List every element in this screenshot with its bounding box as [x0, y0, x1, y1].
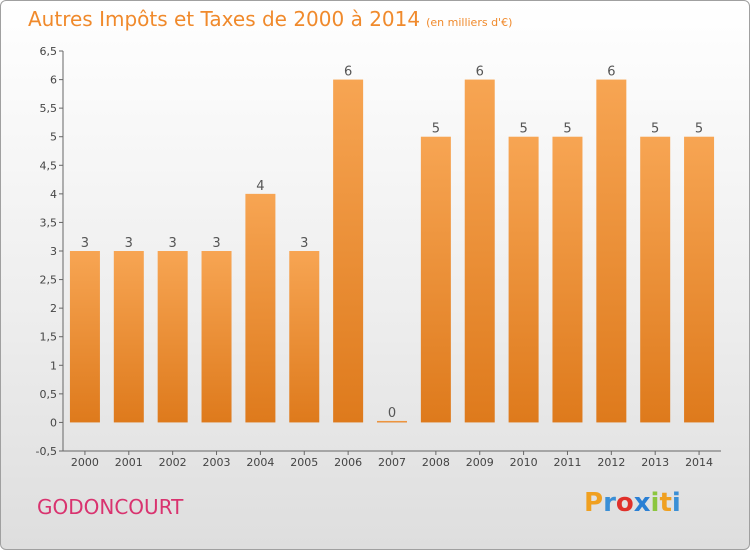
- chart-title-text: Autres Impôts et Taxes de 2000 à 2014: [28, 7, 421, 31]
- x-tick-label: 2006: [334, 456, 362, 469]
- y-tick-label: -0,5: [36, 445, 57, 458]
- x-tick-label: 2014: [685, 456, 713, 469]
- data-label: 6: [607, 65, 615, 80]
- y-tick-label: 1,5: [40, 331, 58, 344]
- bar: [508, 136, 539, 423]
- x-tick-label: 2009: [466, 456, 494, 469]
- bar: [684, 136, 715, 423]
- data-label: 6: [476, 65, 484, 80]
- data-label: 6: [344, 65, 352, 80]
- y-tick-label: 0,5: [40, 388, 58, 401]
- x-tick-label: 2002: [159, 456, 187, 469]
- y-tick-label: 2,5: [40, 274, 58, 287]
- y-tick-label: 5: [50, 131, 57, 144]
- data-label: 4: [256, 179, 264, 194]
- bar: [289, 251, 320, 423]
- bar: [552, 136, 583, 423]
- x-tick-label: 2003: [203, 456, 231, 469]
- y-tick-label: 3: [50, 245, 57, 258]
- logo-letter: o: [615, 488, 634, 518]
- bar: [201, 251, 232, 423]
- y-tick-label: 2: [50, 302, 57, 315]
- data-label: 5: [563, 122, 571, 137]
- data-label: 5: [695, 122, 703, 137]
- data-label: 3: [300, 236, 308, 251]
- y-tick-label: 0: [50, 416, 57, 429]
- bar: [333, 79, 364, 423]
- x-tick-label: 2004: [246, 456, 274, 469]
- x-tick-label: 2007: [378, 456, 406, 469]
- x-tick-label: 2011: [553, 456, 581, 469]
- y-tick-label: 6,5: [40, 45, 58, 58]
- data-label: 5: [432, 122, 440, 137]
- y-tick-label: 4: [50, 188, 57, 201]
- commune-name: GODONCOURT: [37, 495, 184, 519]
- bar: [245, 193, 276, 423]
- logo-letter: P: [584, 488, 604, 518]
- chart-title: Autres Impôts et Taxes de 2000 à 2014 (en…: [28, 7, 512, 31]
- bar: [596, 79, 627, 423]
- proxiti-logo: Proxiti: [584, 488, 681, 518]
- data-label: 5: [519, 122, 527, 137]
- bar: [377, 420, 407, 423]
- x-tick-label: 2005: [290, 456, 318, 469]
- chart-unit: (en milliers d'€): [426, 16, 513, 29]
- y-tick-label: 6: [50, 74, 57, 87]
- bar: [157, 251, 188, 423]
- data-label: 5: [651, 122, 659, 137]
- y-tick-label: 3,5: [40, 216, 58, 229]
- bar: [420, 136, 451, 423]
- data-label: 3: [169, 236, 177, 251]
- logo-letter: x: [633, 488, 651, 518]
- bar: [69, 251, 100, 423]
- logo-letter: i: [650, 488, 660, 518]
- y-tick-label: 1: [50, 359, 57, 372]
- x-tick-label: 2008: [422, 456, 450, 469]
- bar: [113, 251, 144, 423]
- x-tick-label: 2010: [510, 456, 538, 469]
- bar: [464, 79, 495, 423]
- data-label: 3: [212, 236, 220, 251]
- data-label: 3: [125, 236, 133, 251]
- logo-letter: r: [603, 488, 616, 518]
- y-tick-label: 4,5: [40, 159, 58, 172]
- logo-letter: t: [659, 488, 672, 518]
- data-label: 0: [388, 406, 396, 421]
- y-tick-label: 5,5: [40, 102, 58, 115]
- bar: [640, 136, 671, 423]
- x-tick-label: 2001: [115, 456, 143, 469]
- logo-letter: i: [671, 488, 681, 518]
- x-tick-label: 2013: [641, 456, 669, 469]
- x-tick-label: 2000: [71, 456, 99, 469]
- x-tick-label: 2012: [597, 456, 625, 469]
- data-label: 3: [81, 236, 89, 251]
